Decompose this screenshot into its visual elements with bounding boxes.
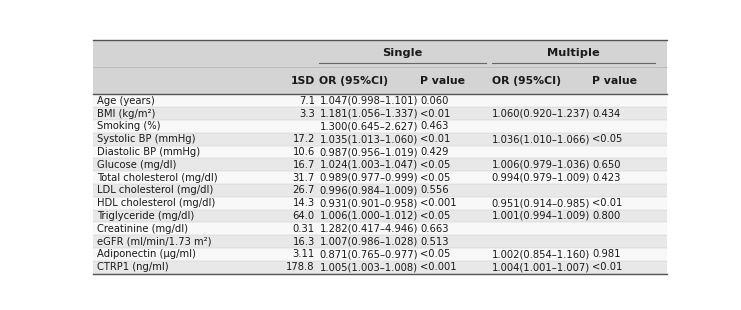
Text: 1.006(1.000–1.012): 1.006(1.000–1.012) (319, 211, 418, 221)
Bar (93, 222, 667, 235)
Text: Total cholesterol (mg/dl): Total cholesterol (mg/dl) (97, 173, 218, 183)
Text: 16.7: 16.7 (293, 160, 315, 170)
Text: 1.005(1.003–1.008): 1.005(1.003–1.008) (319, 262, 417, 272)
Text: P value: P value (420, 76, 465, 86)
Text: Adiponectin (μg/ml): Adiponectin (μg/ml) (97, 249, 196, 259)
Text: HDL cholesterol (mg/dl): HDL cholesterol (mg/dl) (97, 198, 216, 208)
Text: 64.0: 64.0 (293, 211, 315, 221)
Text: 16.3: 16.3 (293, 237, 315, 246)
Text: 0.989(0.977–0.999): 0.989(0.977–0.999) (319, 173, 418, 183)
Bar (93, 261, 667, 273)
Text: 0.871(0.765–0.977): 0.871(0.765–0.977) (319, 249, 418, 259)
Text: <0.01: <0.01 (420, 134, 451, 144)
Text: 0.996(0.984–1.009): 0.996(0.984–1.009) (319, 185, 418, 195)
Text: 1.060(0.920–1.237): 1.060(0.920–1.237) (492, 109, 590, 119)
Text: 1.036(1.010–1.066): 1.036(1.010–1.066) (492, 134, 590, 144)
Text: Diastolic BP (mmHg): Diastolic BP (mmHg) (97, 147, 200, 157)
Bar (93, 120, 667, 133)
Text: 31.7: 31.7 (293, 173, 315, 183)
Text: <0.05: <0.05 (420, 249, 451, 259)
Bar (93, 107, 667, 120)
Text: OR (95%CI): OR (95%CI) (319, 76, 388, 86)
Text: 0.951(0.914–0.985): 0.951(0.914–0.985) (492, 198, 590, 208)
Text: Age (years): Age (years) (97, 96, 155, 106)
Text: <0.01: <0.01 (592, 198, 622, 208)
Text: 10.6: 10.6 (293, 147, 315, 157)
Text: 1.024(1.003–1.047): 1.024(1.003–1.047) (319, 160, 418, 170)
Text: Triglyceride (mg/dl): Triglyceride (mg/dl) (97, 211, 194, 221)
Text: 0.31: 0.31 (293, 224, 315, 234)
Bar (93, 235, 667, 248)
Text: 0.513: 0.513 (420, 237, 448, 246)
Text: 1.002(0.854–1.160): 1.002(0.854–1.160) (492, 249, 590, 259)
Text: 0.981: 0.981 (592, 249, 621, 259)
Text: <0.01: <0.01 (592, 262, 622, 272)
Text: 1.006(0.979–1.036): 1.006(0.979–1.036) (492, 160, 590, 170)
Text: 0.800: 0.800 (592, 211, 620, 221)
Text: LDL cholesterol (mg/dl): LDL cholesterol (mg/dl) (97, 185, 213, 195)
Bar (93, 184, 667, 197)
Bar (93, 40, 667, 67)
Text: <0.05: <0.05 (420, 173, 451, 183)
Text: 7.1: 7.1 (299, 96, 315, 106)
Bar (93, 158, 667, 171)
Text: 0.463: 0.463 (420, 122, 448, 131)
Text: 178.8: 178.8 (286, 262, 315, 272)
Text: 1.004(1.001–1.007): 1.004(1.001–1.007) (492, 262, 590, 272)
Text: 0.994(0.979–1.009): 0.994(0.979–1.009) (492, 173, 590, 183)
Text: eGFR (ml/min/1.73 m²): eGFR (ml/min/1.73 m²) (97, 237, 212, 246)
Text: Systolic BP (mmHg): Systolic BP (mmHg) (97, 134, 196, 144)
Text: 26.7: 26.7 (293, 185, 315, 195)
Text: 1.007(0.986–1.028): 1.007(0.986–1.028) (319, 237, 418, 246)
Text: Glucose (mg/dl): Glucose (mg/dl) (97, 160, 176, 170)
Text: Creatinine (mg/dl): Creatinine (mg/dl) (97, 224, 188, 234)
Text: 1.300(0.645–2.627): 1.300(0.645–2.627) (319, 122, 418, 131)
Text: 1.282(0.417–4.946): 1.282(0.417–4.946) (319, 224, 418, 234)
Text: 0.650: 0.650 (592, 160, 621, 170)
Text: 0.987(0.956–1.019): 0.987(0.956–1.019) (319, 147, 418, 157)
Bar (93, 210, 667, 222)
Bar (93, 95, 667, 107)
Text: 1SD: 1SD (290, 76, 315, 86)
Text: 17.2: 17.2 (293, 134, 315, 144)
Text: 0.060: 0.060 (420, 96, 448, 106)
Text: <0.001: <0.001 (420, 262, 456, 272)
Bar (93, 248, 667, 261)
Text: Multiple: Multiple (547, 48, 600, 58)
Text: <0.001: <0.001 (420, 198, 456, 208)
Text: 1.181(1.056–1.337): 1.181(1.056–1.337) (319, 109, 418, 119)
Bar (93, 67, 667, 95)
Text: <0.05: <0.05 (420, 211, 451, 221)
Text: 0.434: 0.434 (592, 109, 620, 119)
Text: <0.05: <0.05 (420, 160, 451, 170)
Bar (93, 197, 667, 210)
Text: BMI (kg/m²): BMI (kg/m²) (97, 109, 156, 119)
Text: 1.001(0.994–1.009): 1.001(0.994–1.009) (492, 211, 590, 221)
Text: <0.01: <0.01 (420, 109, 451, 119)
Bar (93, 146, 667, 158)
Text: 0.556: 0.556 (420, 185, 448, 195)
Text: CTRP1 (ng/ml): CTRP1 (ng/ml) (97, 262, 169, 272)
Text: 0.429: 0.429 (420, 147, 448, 157)
Text: Single: Single (382, 48, 423, 58)
Text: P value: P value (592, 76, 637, 86)
Bar (93, 133, 667, 146)
Text: 1.047(0.998–1.101): 1.047(0.998–1.101) (319, 96, 418, 106)
Text: Smoking (%): Smoking (%) (97, 122, 161, 131)
Text: 0.423: 0.423 (592, 173, 621, 183)
Text: OR (95%CI): OR (95%CI) (492, 76, 561, 86)
Text: 3.3: 3.3 (299, 109, 315, 119)
Bar (93, 171, 667, 184)
Text: 3.11: 3.11 (293, 249, 315, 259)
Text: 0.663: 0.663 (420, 224, 448, 234)
Text: <0.05: <0.05 (592, 134, 622, 144)
Text: 1.035(1.013–1.060): 1.035(1.013–1.060) (319, 134, 418, 144)
Text: 14.3: 14.3 (293, 198, 315, 208)
Text: 0.931(0.901–0.958): 0.931(0.901–0.958) (319, 198, 418, 208)
